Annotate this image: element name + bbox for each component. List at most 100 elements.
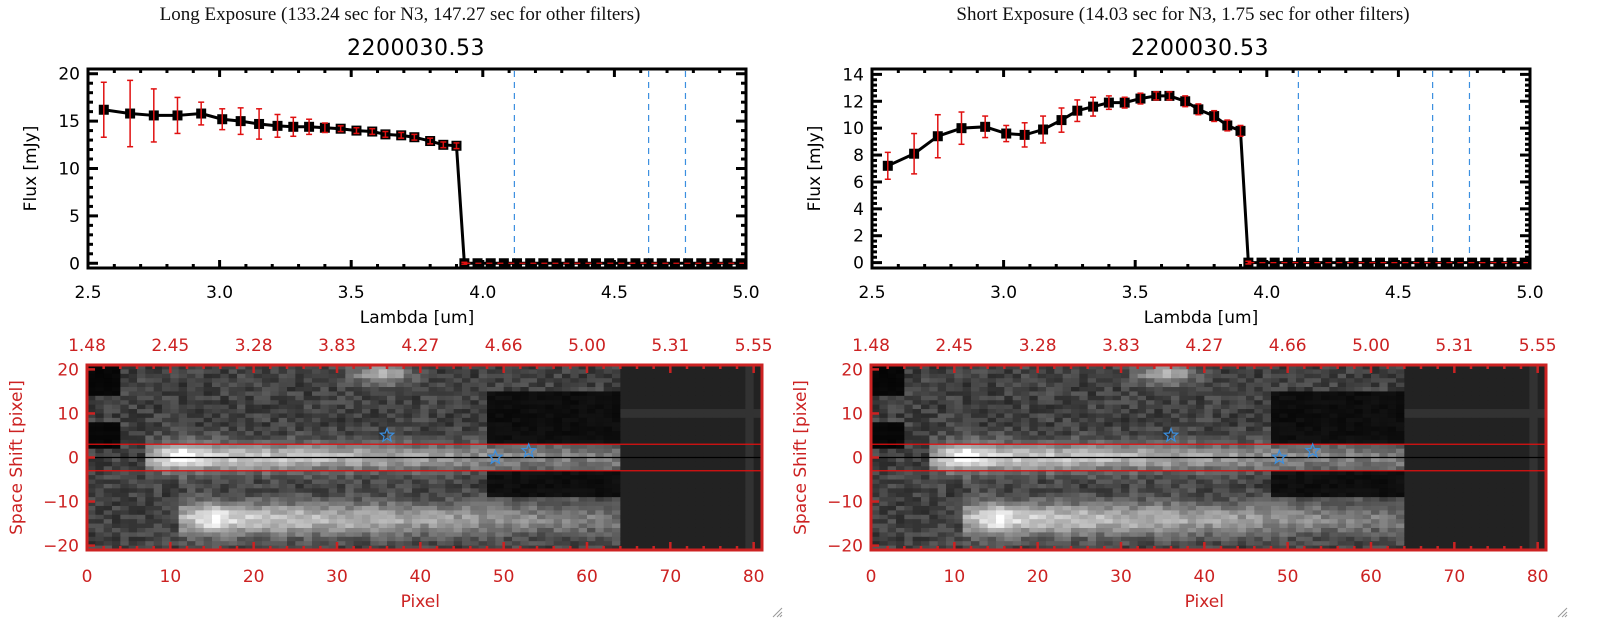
top-wavelength-label: 5.55 [735,336,773,356]
top-wavelength-label: 3.83 [1102,336,1140,356]
plot-frame [870,67,1532,270]
star-marker-icon [378,426,396,443]
x-tick-label: 0 [82,567,93,587]
y-tick-label: 0 [852,449,863,469]
y-tick-label: 14 [842,65,864,85]
top-wavelength-label: 5.00 [568,336,606,356]
data-point [577,258,588,269]
x-tick-label: 80 [743,567,765,587]
y-axis-label: Space Shift [pixel] [7,380,27,535]
x-tick-label: 50 [1277,567,1299,587]
x-tick-label: 80 [1527,567,1549,587]
top-wavelength-label: 4.27 [401,336,439,356]
y-tick-label: 10 [57,404,79,424]
data-point [525,258,536,269]
y-tick-label: 12 [842,92,864,112]
x-tick-label: 70 [1444,567,1466,587]
short-exposure-header: Short Exposure (14.03 sec for N3, 1.75 s… [956,4,1410,25]
data-point [1348,257,1359,268]
y-tick-label: 5 [69,207,80,227]
x-tick-label: 20 [1027,567,1049,587]
x-tick-label: 10 [944,567,966,587]
x-tick-label: 4.0 [469,283,496,303]
long-chart-title: 2200030.53 [347,36,485,61]
x-tick-label: 40 [410,567,432,587]
data-point [590,258,601,269]
data-point [1309,257,1320,268]
resize-grip-icon[interactable] [1556,606,1568,618]
y-tick-label: 8 [853,146,864,166]
plot-frame [86,67,748,270]
top-wavelength-label: 2.45 [151,336,189,356]
x-tick-label: 10 [160,567,182,587]
top-wavelength-label: 4.66 [1269,336,1307,356]
top-wavelength-label: 2.45 [935,336,973,356]
x-tick-label: 3.0 [206,283,233,303]
y-axis-label: Flux [mJy] [805,126,825,212]
star-marker-icon [1304,442,1321,458]
data-point [512,258,523,269]
flux-line [103,108,741,265]
y-tick-label: 15 [58,112,80,132]
top-wavelength-label: 5.00 [1352,336,1390,356]
y-tick-label: 10 [841,404,863,424]
x-tick-label: 30 [326,567,348,587]
top-wavelength-label: 5.31 [651,336,689,356]
flux-line [887,94,1525,265]
y-tick-label: −10 [43,493,79,513]
x-tick-label: 5.0 [732,283,759,303]
data-point [1440,257,1451,268]
x-tick-label: 70 [660,567,682,587]
top-wavelength-label: 5.55 [1519,336,1557,356]
long-exposure-spectrum-plot: 2.5 3.0 3.5 4.0 4.5 5.0 0 5 10 15 20 Lambda [um] Flu… [21,65,760,328]
data-point [643,258,654,269]
y-tick-label: 0 [69,254,80,274]
y-tick-label: 10 [842,119,864,139]
x-tick-label: 4.5 [601,283,628,303]
y-tick-label: 0 [68,449,79,469]
star-marker-icon [520,442,537,458]
top-wavelength-label: 3.28 [235,336,273,356]
resize-grip-icon[interactable] [771,606,783,618]
top-wavelength-label: 1.48 [852,336,890,356]
data-point [498,258,509,269]
y-axis-label: Space Shift [pixel] [791,380,811,535]
x-tick-label: 20 [243,567,265,587]
data-point [656,258,667,269]
short-exposure-spectrum-plot: 2.5 3.0 3.5 4.0 4.5 5.0 0 2 4 6 8 10 12 14 Lambda [um]… [805,65,1544,328]
short-chart-title: 2200030.53 [1131,36,1269,61]
star-marker-icon [487,448,504,465]
top-wavelength-label: 3.28 [1019,336,1057,356]
top-wavelength-label: 3.83 [318,336,356,356]
x-axis-label: Pixel [1185,592,1224,612]
x-tick-label: 60 [1360,567,1382,587]
data-point [722,258,733,269]
x-tick-label: 40 [1194,567,1216,587]
y-tick-label: 0 [853,254,864,274]
x-tick-label: 3.5 [338,283,365,303]
star-marker-icon [1162,426,1180,443]
x-tick-label: 3.5 [1122,283,1149,303]
y-tick-label: 6 [853,173,864,193]
top-wavelength-label: 5.31 [1435,336,1473,356]
data-point [1427,257,1438,268]
y-tick-label: 4 [853,200,864,220]
top-wavelength-label: 4.27 [1185,336,1223,356]
y-tick-label: 10 [58,160,80,180]
x-tick-label: 4.5 [1385,283,1412,303]
data-point [1506,257,1517,268]
x-tick-label: 60 [576,567,598,587]
short-exposure-spectral-image: 0 1.48 10 2.45 20 3.28 30 3.83 40 4.27 50 4.66 60 5.0… [791,336,1557,612]
data-point [1282,257,1293,268]
y-tick-label: 2 [853,227,864,247]
x-axis-label: Lambda [um] [360,308,474,328]
long-exposure-header: Long Exposure (133.24 sec for N3, 147.27… [159,4,641,25]
y-tick-label: −20 [827,537,863,557]
y-axis-label: Flux [mJy] [21,126,41,212]
y-tick-label: −10 [827,493,863,513]
y-tick-label: 20 [841,360,863,380]
x-tick-label: 5.0 [1516,283,1543,303]
y-tick-label: 20 [58,65,80,85]
x-tick-label: 4.0 [1253,283,1280,303]
image-pixels [871,365,1547,551]
